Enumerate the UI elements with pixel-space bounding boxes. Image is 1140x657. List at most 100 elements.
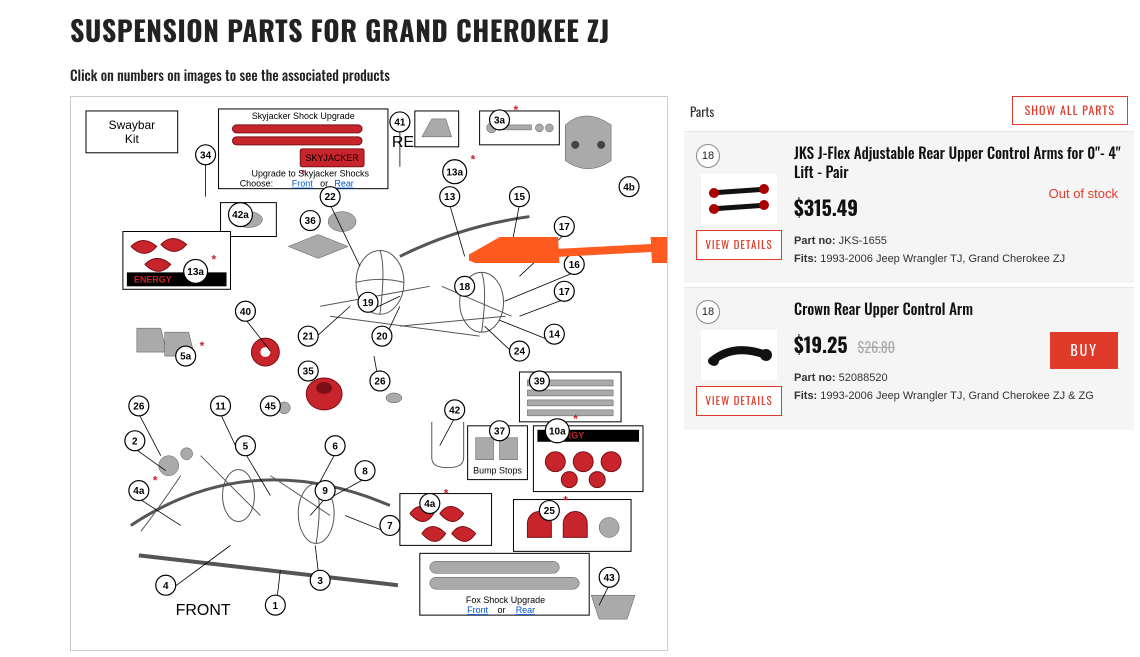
callout-4b[interactable]: 4b <box>619 177 639 197</box>
callout-4[interactable]: 4 <box>156 575 176 595</box>
svg-text:Rear: Rear <box>334 179 353 189</box>
fits-info: Fits: 1993-2006 Jeep Wrangler TJ, Grand … <box>794 387 1122 406</box>
svg-text:39: 39 <box>534 377 546 388</box>
product-thumbnail[interactable] <box>701 330 777 380</box>
parts-diagram[interactable]: SwaybarKit Skyjacker Shock Upgrade SKYJA… <box>70 96 668 651</box>
svg-text:Upgrade to Skyjacker Shocks: Upgrade to Skyjacker Shocks <box>251 169 369 179</box>
callout-35[interactable]: 35 <box>298 361 318 381</box>
svg-text:35: 35 <box>303 367 315 378</box>
callout-6[interactable]: 6 <box>325 436 345 456</box>
callout-42a[interactable]: 42a <box>229 203 253 227</box>
svg-text:*: * <box>563 494 568 508</box>
callout-9[interactable]: 9 <box>315 481 335 501</box>
buy-button[interactable]: BUY <box>1050 332 1118 369</box>
product-title[interactable]: JKS J-Flex Adjustable Rear Upper Control… <box>794 144 1122 182</box>
callout-17[interactable]: 17 <box>554 217 574 237</box>
svg-text:25: 25 <box>544 506 556 517</box>
callout-1[interactable]: 1 <box>265 595 285 615</box>
callout-42[interactable]: 42 <box>445 400 465 420</box>
svg-text:ENERGY: ENERGY <box>134 274 172 284</box>
callout-34[interactable]: 34 <box>196 145 216 165</box>
show-all-parts-button[interactable]: SHOW ALL PARTS <box>1012 96 1128 125</box>
part-number-badge: 18 <box>696 144 720 168</box>
callout-14[interactable]: 14 <box>544 324 564 344</box>
view-details-button[interactable]: VIEW DETAILS <box>696 230 782 260</box>
callout-4a[interactable]: 4a * <box>129 474 158 501</box>
svg-text:11: 11 <box>215 402 226 413</box>
svg-text:Rear: Rear <box>516 605 535 615</box>
product-price-old: $26.80 <box>858 337 895 358</box>
svg-text:*: * <box>200 339 205 353</box>
page-title: SUSPENSION PARTS FOR GRAND CHEROKEE ZJ <box>0 10 1140 65</box>
svg-text:18: 18 <box>459 282 471 293</box>
svg-text:45: 45 <box>265 402 277 413</box>
svg-text:5a: 5a <box>180 352 192 363</box>
svg-text:13: 13 <box>444 192 456 203</box>
product-card: 18VIEW DETAILSCrown Rear Upper Control A… <box>684 287 1134 430</box>
svg-text:*: * <box>513 103 518 117</box>
callout-2[interactable]: 2 <box>125 431 145 451</box>
callout-3[interactable]: 3 <box>310 570 330 590</box>
callout-41[interactable]: 41 <box>390 112 410 132</box>
svg-text:40: 40 <box>240 307 252 318</box>
svg-text:42: 42 <box>449 405 461 416</box>
svg-text:1: 1 <box>273 601 279 612</box>
callout-21[interactable]: 21 <box>298 326 318 346</box>
svg-text:15: 15 <box>514 192 526 203</box>
callout-36[interactable]: 36 <box>300 211 320 231</box>
svg-text:*: * <box>212 252 217 266</box>
callout-19[interactable]: 19 <box>358 292 378 312</box>
svg-text:26: 26 <box>133 402 145 413</box>
svg-text:6: 6 <box>332 441 338 452</box>
svg-text:Bump Stops: Bump Stops <box>473 466 522 476</box>
svg-text:26: 26 <box>374 377 386 388</box>
svg-text:4a: 4a <box>133 486 145 497</box>
svg-text:9: 9 <box>322 486 328 497</box>
svg-text:14: 14 <box>549 330 561 341</box>
page-subtitle: Click on numbers on images to see the as… <box>0 65 1140 96</box>
svg-text:7: 7 <box>387 521 393 532</box>
product-thumbnail[interactable] <box>701 174 777 224</box>
parts-label: Parts <box>690 101 714 121</box>
svg-text:34: 34 <box>200 150 212 161</box>
svg-text:4: 4 <box>163 581 169 592</box>
svg-text:19: 19 <box>362 298 374 309</box>
svg-text:*: * <box>153 474 158 488</box>
callout-15[interactable]: 15 <box>509 187 529 207</box>
callout-5[interactable]: 5 <box>235 436 255 456</box>
callout-40[interactable]: 40 <box>235 301 255 321</box>
callout-8[interactable]: 8 <box>355 461 375 481</box>
callout-11[interactable]: 11 <box>211 396 231 416</box>
callout-26[interactable]: 26 <box>129 396 149 416</box>
svg-text:Choose:: Choose: <box>240 179 273 189</box>
callout-17[interactable]: 17 <box>554 281 574 301</box>
callout-26[interactable]: 26 <box>370 371 390 391</box>
callout-16[interactable]: 16 <box>564 254 584 274</box>
callout-20[interactable]: 20 <box>372 326 392 346</box>
callout-45[interactable]: 45 <box>260 396 280 416</box>
view-details-button[interactable]: VIEW DETAILS <box>696 386 782 416</box>
svg-text:16: 16 <box>569 260 581 271</box>
svg-text:43: 43 <box>604 573 616 584</box>
callout-24[interactable]: 24 <box>509 341 529 361</box>
svg-text:3: 3 <box>317 576 323 587</box>
svg-text:17: 17 <box>559 222 571 233</box>
svg-text:42a: 42a <box>232 210 249 221</box>
product-title[interactable]: Crown Rear Upper Control Arm <box>794 300 1122 319</box>
svg-text:Skyjacker Shock Upgrade: Skyjacker Shock Upgrade <box>252 111 355 121</box>
product-price: $315.49 <box>794 192 858 222</box>
callout-37[interactable]: 37 <box>490 421 510 441</box>
callout-13a[interactable]: 13a* <box>443 153 476 184</box>
callout-39[interactable]: 39 <box>529 371 549 391</box>
svg-text:13a: 13a <box>187 267 204 278</box>
svg-text:*: * <box>573 412 578 426</box>
callout-18[interactable]: 18 <box>455 276 475 296</box>
callout-22[interactable]: 22 <box>320 187 340 207</box>
callout-7[interactable]: 7 <box>380 515 400 535</box>
svg-text:37: 37 <box>494 426 506 437</box>
part-number: Part no: 52088520 <box>794 369 1122 388</box>
callout-13[interactable]: 13 <box>440 187 460 207</box>
svg-text:FRONT: FRONT <box>176 602 231 619</box>
callout-43[interactable]: 43 <box>599 567 619 587</box>
fits-info: Fits: 1993-2006 Jeep Wrangler TJ, Grand … <box>794 250 1122 269</box>
